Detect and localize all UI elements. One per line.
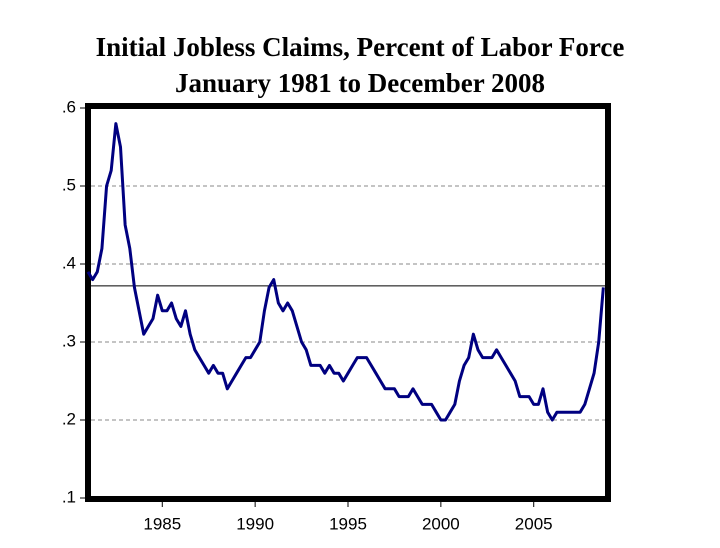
x-tick-label: 1990 [236,514,274,533]
chart-subtitle: January 1981 to December 2008 [175,68,545,98]
y-tick-label: .1 [62,487,76,506]
x-tick-label: 2005 [515,514,553,533]
chart-title: Initial Jobless Claims, Percent of Labor… [96,32,625,62]
y-tick-label: .2 [62,409,76,428]
line-series [86,122,605,422]
y-tick-label: .3 [62,331,76,350]
plot-frame [85,103,611,502]
x-tick-label: 1985 [143,514,181,533]
y-tick-label: .4 [62,253,76,272]
y-tick-label: .5 [62,175,76,194]
x-tick-label: 1995 [329,514,367,533]
x-tick-label: 2000 [422,514,460,533]
y-tick-label: .6 [62,97,76,116]
